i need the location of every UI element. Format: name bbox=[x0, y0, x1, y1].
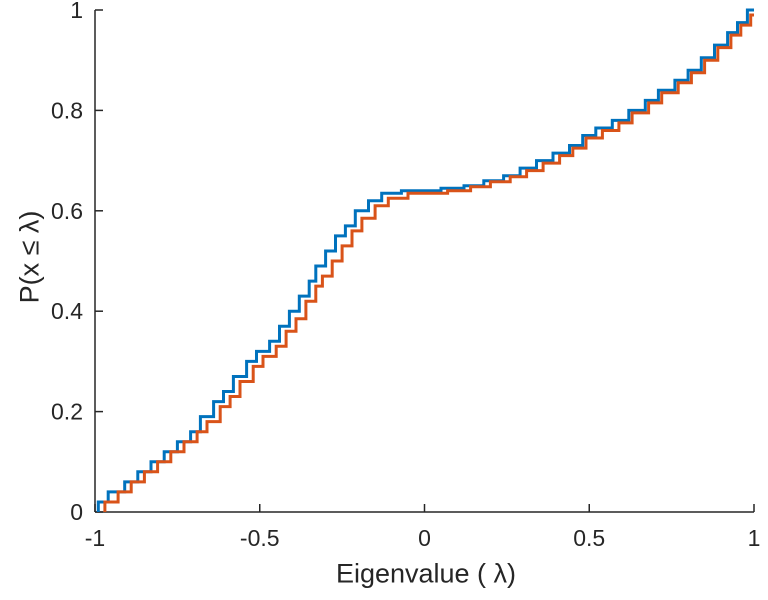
x-tick-label: 0 bbox=[418, 525, 431, 551]
x-tick-label: -0.5 bbox=[240, 525, 280, 551]
x-tick-label: 1 bbox=[748, 525, 761, 551]
y-tick-label: 0.4 bbox=[51, 298, 83, 324]
x-tick-label: 0.5 bbox=[573, 525, 605, 551]
ecdf-series-2-line bbox=[103, 13, 754, 512]
x-axis-label: Eigenvalue ( λ) bbox=[335, 558, 517, 589]
y-tick-label: 0.8 bbox=[51, 97, 83, 123]
y-axis-label: P(x ≤ λ) bbox=[14, 210, 45, 304]
y-tick-label: 1 bbox=[70, 0, 83, 23]
y-tick-label: 0.2 bbox=[51, 399, 83, 425]
y-tick-label: 0.6 bbox=[51, 198, 83, 224]
y-tick-label: 0 bbox=[70, 499, 83, 525]
x-tick-label: -1 bbox=[85, 525, 105, 551]
